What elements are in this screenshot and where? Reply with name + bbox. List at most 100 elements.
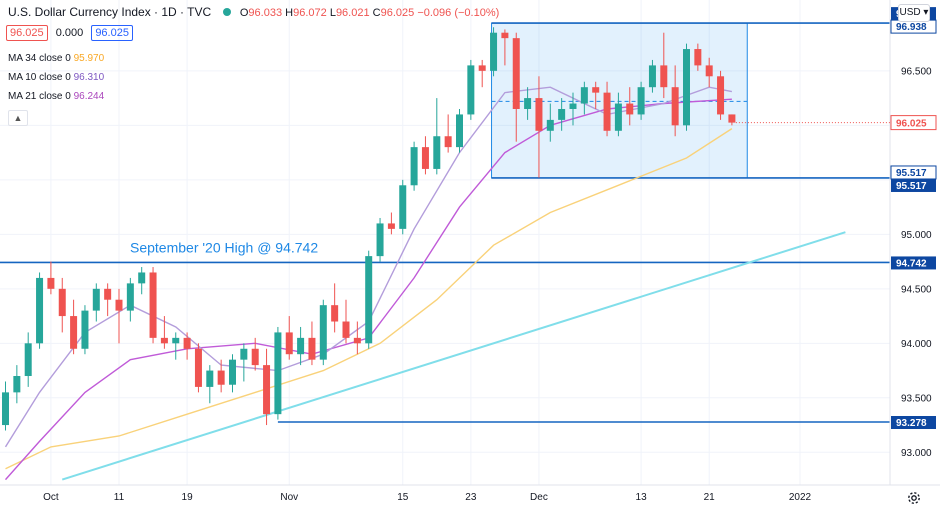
level-price-tag: 95.517 — [891, 178, 936, 192]
candle-body — [263, 365, 271, 415]
candle-down — [149, 267, 157, 344]
candle-body — [535, 98, 543, 131]
level-price-tag-bg — [891, 256, 936, 270]
gear-icon[interactable] — [906, 490, 922, 506]
candle-body — [217, 370, 225, 385]
indicator-ma34[interactable]: MA 34 close 0 95.970 — [8, 53, 104, 64]
candle-down — [217, 359, 225, 393]
open-value: 96.033 — [248, 7, 283, 19]
candle-body — [285, 332, 293, 355]
candle-body — [648, 65, 656, 88]
candle-body — [410, 147, 418, 186]
y-tick-label: 93.500 — [901, 393, 932, 404]
candle-body — [58, 288, 66, 317]
candle-down — [58, 277, 66, 333]
chart-header: U.S. Dollar Currency Index · 1D · TVC O9… — [8, 5, 499, 19]
close-value: 96.025 — [380, 7, 415, 19]
candle-up — [490, 27, 498, 77]
candle-down — [263, 348, 271, 426]
candle-body — [229, 359, 236, 385]
candle-down — [592, 81, 600, 109]
indicator-label: MA 10 close 0 — [8, 72, 71, 83]
sell-price-box[interactable]: 96.025 — [6, 25, 48, 41]
candle-down — [501, 29, 509, 66]
candle-body — [728, 114, 736, 123]
chevron-down-icon: ▾ — [920, 7, 929, 18]
trendline-layer — [61, 231, 846, 481]
candle-body — [126, 283, 134, 311]
candle-body — [251, 348, 259, 366]
candles-layer — [2, 27, 736, 431]
candle-body — [626, 103, 634, 115]
candle-down — [331, 283, 339, 333]
level-price-tag-label: 96.938 — [896, 22, 927, 33]
candle-up — [24, 332, 32, 387]
candle-down — [353, 321, 361, 355]
indicator-label: MA 21 close 0 — [8, 91, 71, 102]
close-label: C — [372, 7, 381, 19]
candle-down — [626, 87, 634, 126]
change-value: −0.096 (−0.10%) — [417, 7, 500, 19]
open-label: O — [239, 7, 249, 19]
candle-body — [92, 288, 100, 311]
candle-body — [104, 288, 112, 300]
y-tick-label: 95.000 — [901, 230, 932, 241]
candle-down — [194, 343, 202, 393]
candle-body — [399, 185, 407, 229]
candle-body — [297, 337, 305, 355]
candle-body — [490, 32, 498, 71]
indicator-value: 96.310 — [73, 72, 105, 83]
last-price-tag-bg — [890, 115, 937, 131]
candle-up — [524, 87, 532, 120]
candle-down — [70, 299, 78, 355]
candle-down — [535, 76, 543, 178]
candle-body — [580, 87, 588, 104]
candle-body — [319, 305, 327, 360]
symbol-title[interactable]: U.S. Dollar Currency Index · 1D · TVC — [8, 5, 212, 19]
candle-up — [467, 59, 475, 120]
candle-body — [376, 223, 384, 257]
candle-body — [512, 38, 520, 109]
candle-down — [717, 70, 725, 120]
candle-body — [331, 305, 339, 322]
candle-up — [206, 365, 214, 404]
candle-up — [648, 59, 656, 93]
collapse-legend-button[interactable]: ▲ — [8, 110, 28, 126]
candle-body — [671, 87, 679, 126]
x-tick-label: 11 — [114, 492, 125, 503]
candle-down — [705, 57, 713, 88]
buy-price-box[interactable]: 96.025 — [91, 25, 133, 41]
candle-down — [387, 212, 395, 235]
currency-button[interactable]: USD ▾ — [898, 4, 930, 22]
level-price-tag-label: 95.517 — [896, 168, 927, 179]
indicator-ma10[interactable]: MA 10 close 0 96.310 — [8, 72, 104, 83]
candle-body — [206, 370, 214, 387]
level-price-tag: 93.278 — [891, 416, 936, 430]
candle-body — [115, 299, 123, 311]
candle-body — [546, 119, 554, 131]
candle-down — [104, 283, 112, 317]
candle-down — [671, 65, 679, 137]
level-price-tag: 95.517 — [890, 165, 937, 180]
x-tick-label: 19 — [182, 492, 194, 503]
ohlc-readout: O96.033 H96.072 L96.021 C96.025 −0.096 (… — [240, 7, 499, 19]
low-value: 96.021 — [335, 7, 370, 19]
candle-up — [229, 354, 236, 393]
candle-up — [319, 299, 327, 366]
y-tick-label: 96.500 — [901, 66, 932, 77]
candle-up — [546, 103, 554, 142]
candle-down — [285, 316, 293, 360]
candle-body — [194, 348, 202, 387]
candle-up — [558, 98, 566, 131]
annotation-layer: September '20 High @ 94.742 — [130, 239, 318, 255]
candle-body — [694, 49, 702, 66]
annotation-text: September '20 High @ 94.742 — [130, 239, 318, 255]
candle-body — [138, 272, 146, 284]
indicator-ma21[interactable]: MA 21 close 0 96.244 — [8, 91, 104, 102]
candle-up — [13, 365, 21, 404]
grid-layer — [0, 0, 890, 485]
candle-up — [376, 217, 384, 262]
candle-up — [580, 81, 588, 115]
